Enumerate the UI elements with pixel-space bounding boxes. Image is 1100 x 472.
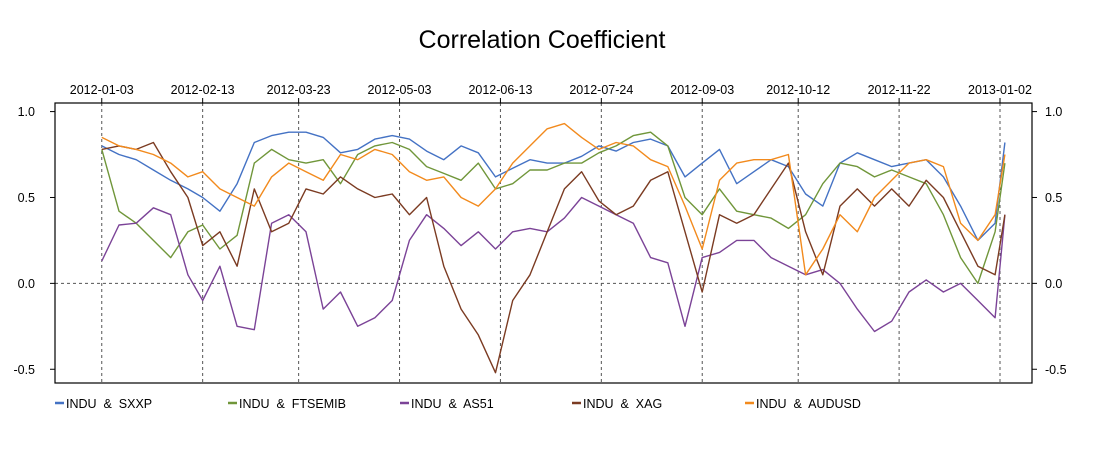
x-tick-label: 2012-11-22 (868, 83, 931, 97)
plot-frame (54, 102, 1033, 384)
x-tick-label: 2012-09-03 (670, 83, 734, 97)
y-tick-label-right: 0.0 (1045, 277, 1062, 291)
y-tick-label-right: -0.5 (1045, 363, 1067, 377)
legend-label: INDU & SXXP (66, 397, 152, 411)
chart-title: Correlation Coefficient (419, 26, 666, 54)
y-tick-label-left: 0.5 (18, 191, 35, 205)
x-tick-label: 2012-05-03 (368, 83, 432, 97)
legend-label: INDU & XAG (583, 397, 662, 411)
x-tick-label: 2012-03-23 (267, 83, 331, 97)
y-tick-label-right: 0.5 (1045, 191, 1062, 205)
legend: INDU & SXXP INDU & FTSEMIB INDU & AS51 INDU… (55, 397, 861, 411)
series-line (101, 196, 1006, 333)
legend-label: INDU & AUDUSD (756, 397, 861, 411)
y-tick-label-left: 0.0 (18, 277, 35, 291)
x-tick-label: 2013-01-02 (968, 83, 1032, 97)
x-tick-label: 2012-01-03 (70, 83, 134, 97)
legend-label: INDU & AS51 (411, 397, 494, 411)
series-line (101, 141, 1006, 374)
x-tick-label: 2012-02-13 (171, 83, 235, 97)
y-tick-label-left: -0.5 (13, 363, 35, 377)
y-axis-ticks: 1.0 1.0 0.5 0.5 0.0 0.0 -0.5 -0.5 (13, 105, 1066, 377)
series-lines (101, 122, 1006, 374)
x-tick-label: 2012-07-24 (569, 83, 633, 97)
series-line (101, 131, 1006, 285)
y-tick-label-left: 1.0 (18, 105, 35, 119)
legend-label: INDU & FTSEMIB (239, 397, 346, 411)
series-line (101, 131, 1006, 242)
x-tick-label: 2012-06-13 (468, 83, 532, 97)
y-tick-label-right: 1.0 (1045, 105, 1062, 119)
x-tick-label: 2012-10-12 (766, 83, 830, 97)
x-axis-ticks: 2012-01-03 2012-02-13 2012-03-23 2012-05-03… (70, 83, 1032, 103)
series-line (101, 122, 1006, 276)
